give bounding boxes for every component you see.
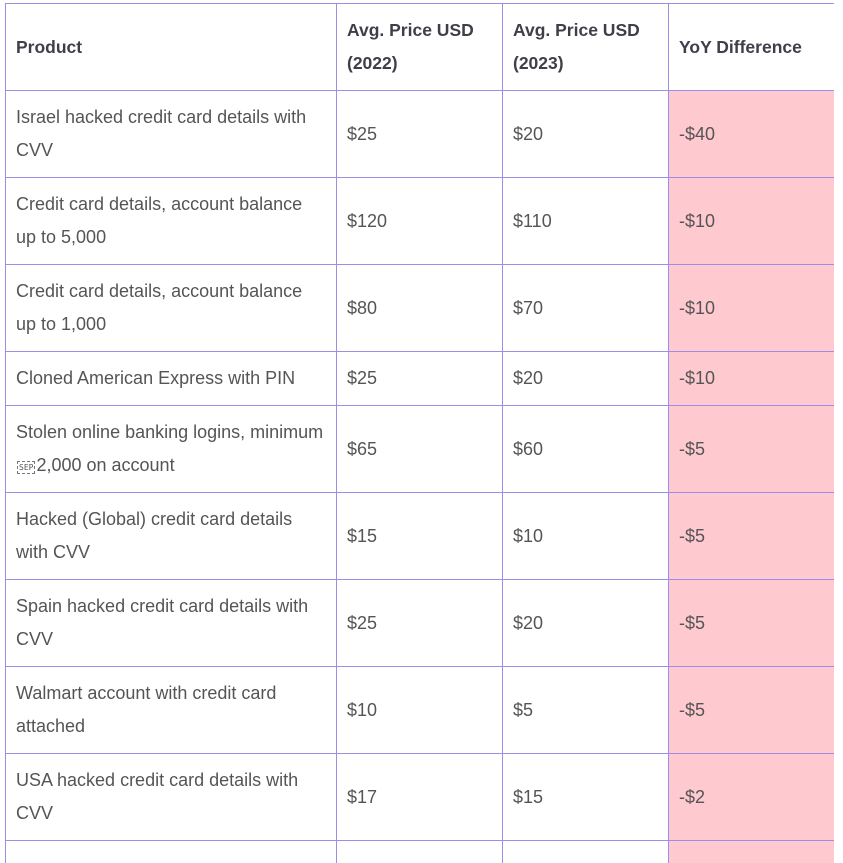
product-cell: Credit card details, account balance up … (6, 265, 337, 352)
product-cell: Spain hacked credit card details with CV… (6, 580, 337, 667)
price-2023-cell: $15 (503, 754, 669, 841)
table-row: USA hacked credit card details with CVV … (6, 754, 835, 841)
price-2022-cell: $25 (337, 580, 503, 667)
price-2022-cell: $17 (337, 754, 503, 841)
product-cell: Walmart account with credit card attache… (6, 667, 337, 754)
yoy-difference-cell: -$5 (669, 493, 835, 580)
table-row: Israel hacked credit card details with C… (6, 91, 835, 178)
yoy-difference-cell: -$5 (669, 580, 835, 667)
product-cell: Hacked (Global) credit card details with… (6, 493, 337, 580)
header-row: Product Avg. Price USD (2022) Avg. Price… (6, 4, 835, 91)
price-2023-cell: $110 (503, 178, 669, 265)
table-row: Stolen online banking logins, minimum SE… (6, 406, 835, 493)
product-cell (6, 841, 337, 863)
price-table-container: Product Avg. Price USD (2022) Avg. Price… (5, 3, 834, 863)
price-2022-cell: $120 (337, 178, 503, 265)
table-row: Hacked (Global) credit card details with… (6, 493, 835, 580)
table-row: Walmart account with credit card attache… (6, 667, 835, 754)
yoy-difference-cell: -$5 (669, 667, 835, 754)
price-2023-cell: $20 (503, 91, 669, 178)
yoy-difference-cell: -$10 (669, 265, 835, 352)
product-text-end: 2,000 on account (36, 455, 174, 475)
table-row-partial (6, 841, 835, 863)
product-cell: USA hacked credit card details with CVV (6, 754, 337, 841)
price-2023-cell: $20 (503, 580, 669, 667)
yoy-difference-cell: -$10 (669, 352, 835, 406)
yoy-difference-cell: -$2 (669, 754, 835, 841)
product-cell: Cloned American Express with PIN (6, 352, 337, 406)
price-2022-cell: $10 (337, 667, 503, 754)
price-2022-cell: $25 (337, 352, 503, 406)
separator-glyph: SEP (17, 461, 35, 474)
price-2023-cell: $5 (503, 667, 669, 754)
product-cell: Stolen online banking logins, minimum SE… (6, 406, 337, 493)
table-row: Spain hacked credit card details with CV… (6, 580, 835, 667)
header-price-2022: Avg. Price USD (2022) (337, 4, 503, 91)
price-2022-cell (337, 841, 503, 863)
price-2022-cell: $15 (337, 493, 503, 580)
product-text-start: Stolen online banking logins, minimum (16, 422, 323, 442)
price-2022-cell: $65 (337, 406, 503, 493)
price-2022-cell: $80 (337, 265, 503, 352)
price-2022-cell: $25 (337, 91, 503, 178)
table-row: Credit card details, account balance up … (6, 178, 835, 265)
table-header: Product Avg. Price USD (2022) Avg. Price… (6, 4, 835, 91)
price-2023-cell (503, 841, 669, 863)
header-product: Product (6, 4, 337, 91)
yoy-difference-cell: -$40 (669, 91, 835, 178)
header-yoy-difference: YoY Difference (669, 4, 835, 91)
product-cell: Israel hacked credit card details with C… (6, 91, 337, 178)
price-2023-cell: $20 (503, 352, 669, 406)
yoy-difference-cell: -$10 (669, 178, 835, 265)
price-2023-cell: $60 (503, 406, 669, 493)
table-row: Cloned American Express with PIN $25 $20… (6, 352, 835, 406)
yoy-difference-cell (669, 841, 835, 863)
table-row: Credit card details, account balance up … (6, 265, 835, 352)
table-body: Israel hacked credit card details with C… (6, 91, 835, 863)
price-2023-cell: $10 (503, 493, 669, 580)
yoy-difference-cell: -$5 (669, 406, 835, 493)
header-price-2023: Avg. Price USD (2023) (503, 4, 669, 91)
price-2023-cell: $70 (503, 265, 669, 352)
price-comparison-table: Product Avg. Price USD (2022) Avg. Price… (5, 3, 834, 863)
product-cell: Credit card details, account balance up … (6, 178, 337, 265)
